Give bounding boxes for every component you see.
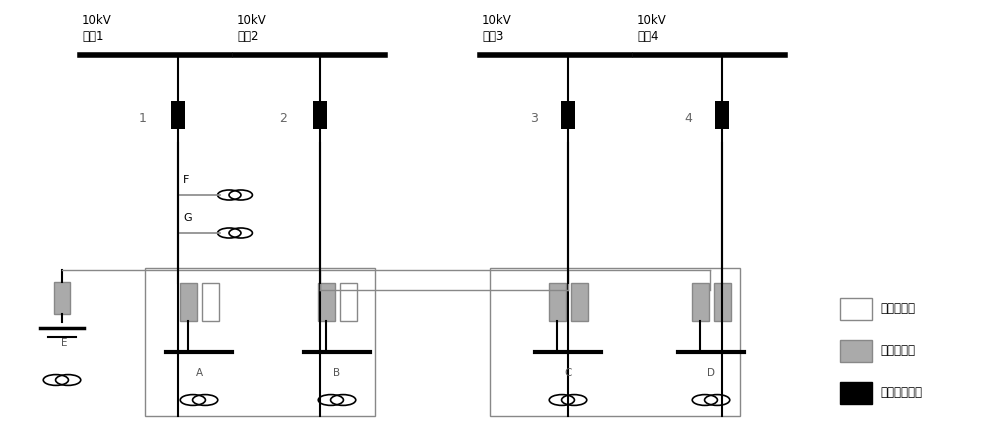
Bar (570, 283, 588, 321)
Text: 2: 2 (279, 112, 287, 124)
Text: E: E (61, 338, 67, 348)
Text: 关断的开关: 关断的开关 (880, 302, 915, 315)
Bar (145, 268, 375, 416)
Text: B: B (333, 368, 341, 378)
Bar (202, 283, 218, 321)
Bar (548, 283, 566, 321)
Text: A: A (195, 368, 203, 378)
Bar (340, 283, 356, 321)
Text: 10kV
母线2: 10kV 母线2 (237, 14, 267, 43)
Bar (490, 268, 740, 416)
Bar (840, 340, 872, 362)
Bar (54, 282, 70, 314)
Text: 10kV
母线4: 10kV 母线4 (637, 14, 667, 43)
Bar (313, 101, 327, 129)
Bar (840, 298, 872, 320)
Bar (171, 101, 185, 129)
Bar (561, 101, 575, 129)
Text: 10kV
母线1: 10kV 母线1 (82, 14, 112, 43)
Text: 导通的开关: 导通的开关 (880, 344, 915, 357)
Bar (714, 283, 730, 321)
Text: C: C (564, 368, 572, 378)
Text: 导通的断路器: 导通的断路器 (880, 387, 922, 399)
Text: 10kV
母线3: 10kV 母线3 (482, 14, 512, 43)
Text: G: G (183, 213, 192, 223)
Text: D: D (707, 368, 715, 378)
Bar (840, 382, 872, 404)
Text: 1: 1 (139, 112, 147, 124)
Bar (318, 283, 334, 321)
Text: 3: 3 (530, 112, 538, 124)
Text: 4: 4 (684, 112, 692, 124)
Bar (715, 101, 729, 129)
Text: F: F (183, 175, 189, 185)
Bar (692, 283, 708, 321)
Bar (180, 283, 196, 321)
